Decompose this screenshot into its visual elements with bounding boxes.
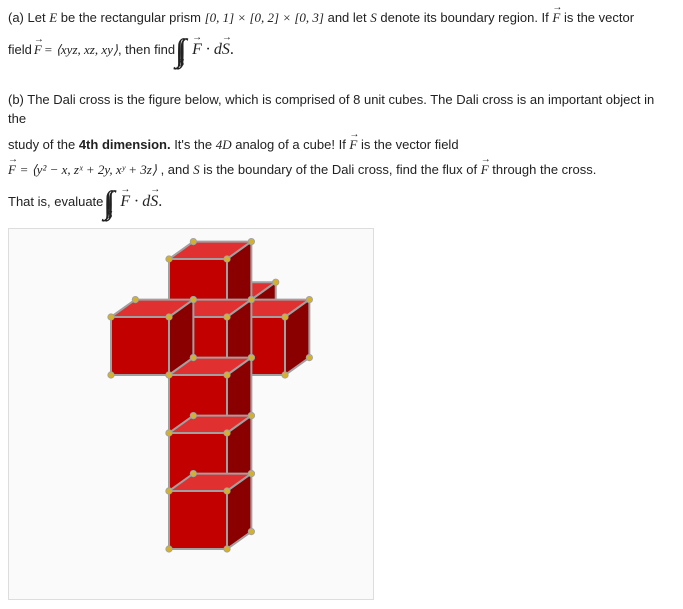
pa-isvec: is the vector — [564, 10, 634, 25]
part-b-line4: That is, evaluate ∫∫ S → F · d → S . — [8, 186, 675, 218]
pb-2a: study of the — [8, 137, 79, 152]
pb-dS-vec: → S — [150, 190, 158, 214]
pa-thenfind: , then find — [118, 40, 175, 60]
pb-F-vec3: → F — [481, 160, 489, 180]
pb-2c: analog of a cube! If — [235, 137, 349, 152]
part-b-line2: study of the 4th dimension. It's the 4D … — [8, 135, 675, 155]
dali-cross-svg — [9, 229, 373, 599]
pa-fielddef: = ⟨xyz, xz, xy⟩ — [44, 40, 118, 60]
pa-E: E — [49, 10, 57, 25]
pa-period: . — [230, 41, 234, 58]
pa-S: S — [370, 10, 377, 25]
pa-int-sub: S — [179, 55, 185, 72]
pb-isvec: is the vector field — [361, 137, 459, 152]
part-b-line1: (b) The Dali cross is the figure below, … — [8, 90, 675, 129]
pa-F-vec2: → F — [34, 40, 42, 60]
pa-dS-vec: → S — [222, 38, 230, 62]
pb-through: through the cross. — [492, 162, 596, 177]
spacer — [8, 72, 675, 90]
arrow-icon: → — [34, 32, 42, 47]
pa-integral: ∫∫ S → F · d → S . — [175, 34, 234, 66]
pb-afterS: is the boundary of the Dali cross, find … — [203, 162, 480, 177]
pb-4th: 4th dimension. — [79, 137, 171, 152]
part-b-line3: → F = ⟨y² − x, zˣ + 2y, xʸ + 3z⟩ , and S… — [8, 160, 675, 180]
pb-F-vec2: → F — [8, 160, 16, 180]
arrow-icon: → — [8, 152, 16, 167]
arrow-icon: → — [349, 127, 357, 142]
pa-after-s: denote its boundary region. If — [380, 10, 552, 25]
pb-2b: It's the — [174, 137, 216, 152]
arrow-icon: → — [552, 0, 560, 15]
pa-F-vec3: → F — [192, 38, 202, 62]
arrow-icon: → — [120, 182, 130, 197]
part-a-line1: (a) Let E be the rectangular prism [0, 1… — [8, 8, 675, 28]
pb-F-vec4: → F — [120, 190, 130, 214]
pa-field: field — [8, 40, 32, 60]
pa-int-body: → F · d → S . — [192, 38, 234, 62]
pa-interval: [0, 1] × [0, 2] × [0, 3] — [205, 10, 324, 25]
pb-int-dot: · d — [134, 193, 150, 210]
dali-cross-figure — [8, 228, 374, 600]
pb-S: S — [193, 162, 200, 177]
part-a-line2: field → F = ⟨xyz, xz, xy⟩ , then find ∫∫… — [8, 34, 675, 66]
pb-F-vec: → F — [349, 135, 357, 155]
arrow-icon: → — [192, 30, 202, 45]
arrow-icon: → — [150, 182, 158, 197]
pa-prism: be the rectangular prism — [61, 10, 205, 25]
arrow-icon: → — [222, 30, 230, 45]
pb-4D: 4D — [216, 137, 232, 152]
pb-fielddef: = ⟨y² − x, zˣ + 2y, xʸ + 3z⟩ — [20, 162, 157, 177]
pa-int-dot: · d — [206, 41, 222, 58]
pa-label: (a) Let — [8, 10, 49, 25]
pb-afterfield: , and — [161, 162, 194, 177]
pa-after-int: and let — [328, 10, 371, 25]
arrow-icon: → — [481, 152, 489, 167]
pb-period: . — [158, 193, 162, 210]
pb-int-sub: S — [107, 207, 113, 224]
pb-label: (b) The Dali cross is the figure below, … — [8, 92, 654, 127]
pb-integral: ∫∫ S → F · d → S . — [103, 186, 162, 218]
pa-F-vec: → F — [552, 8, 560, 28]
pb-thatis: That is, evaluate — [8, 192, 103, 212]
pb-int-body: → F · d → S . — [120, 190, 162, 214]
